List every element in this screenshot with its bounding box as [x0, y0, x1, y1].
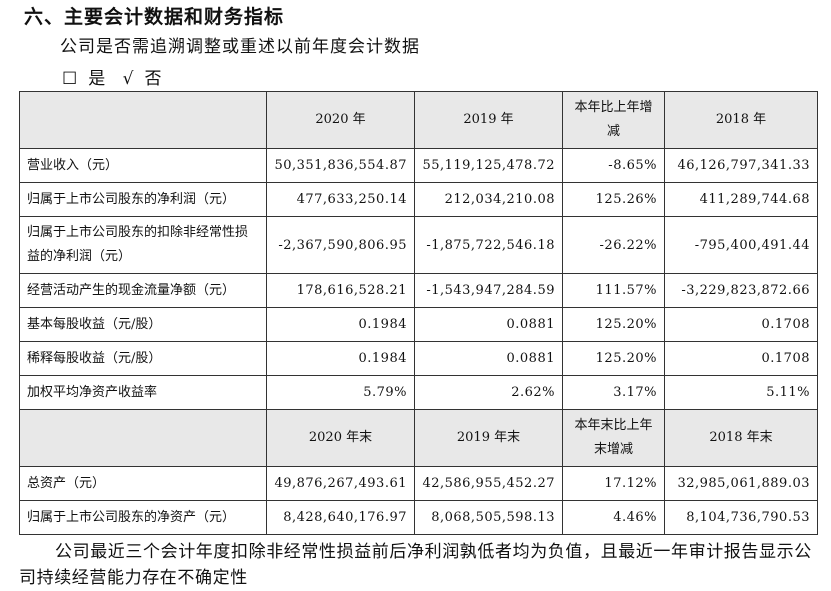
table-row: 归属于上市公司股东的净利润（元） 477,633,250.14 212,034,21… — [19, 182, 818, 217]
option-yes-label: 是 — [88, 69, 107, 89]
value-cell: 125.20% — [562, 341, 665, 376]
row-label: 基本每股收益（元/股） — [19, 307, 267, 342]
value-cell: -1,875,722,546.18 — [414, 216, 563, 274]
value-cell: -8.65% — [562, 148, 665, 183]
value-cell: 125.26% — [562, 182, 665, 217]
value-cell: 5.79% — [266, 375, 415, 410]
value-cell: 32,985,061,889.03 — [664, 466, 818, 501]
row-label: 归属于上市公司股东的扣除非经常性损益的净利润（元） — [19, 216, 267, 274]
section-heading: 六、主要会计数据和财务指标 — [24, 6, 285, 28]
checkbox-yes-icon: ☐ — [62, 69, 79, 89]
row-label: 稀释每股收益（元/股） — [19, 341, 267, 376]
value-cell: 0.0881 — [414, 307, 563, 342]
value-cell: 2.62% — [414, 375, 563, 410]
value-cell: 0.0881 — [414, 341, 563, 376]
restatement-question: 公司是否需追溯调整或重述以前年度会计数据 — [60, 37, 420, 57]
column-header: 2018 年 — [664, 91, 818, 149]
value-cell: 3.17% — [562, 375, 665, 410]
option-no-label: 否 — [144, 69, 163, 89]
value-cell: 411,289,744.68 — [664, 182, 818, 217]
value-cell: -3,229,823,872.66 — [664, 273, 818, 308]
column-header: 2019 年末 — [414, 409, 563, 467]
value-cell: 8,068,505,598.13 — [414, 500, 563, 535]
value-cell: 8,428,640,176.97 — [266, 500, 415, 535]
checkmark-no-icon: √ — [122, 69, 135, 89]
value-cell: 17.12% — [562, 466, 665, 501]
row-label: 营业收入（元） — [19, 148, 267, 183]
value-cell: 55,119,125,478.72 — [414, 148, 563, 183]
row-label: 加权平均净资产收益率 — [19, 375, 267, 410]
restatement-options: ☐ 是 √ 否 — [62, 64, 173, 89]
value-cell: 42,586,955,452.27 — [414, 466, 563, 501]
value-cell: 477,633,250.14 — [266, 182, 415, 217]
row-label: 经营活动产生的现金流量净额（元） — [19, 273, 267, 308]
column-header: 本年比上年增减 — [562, 91, 665, 149]
header-blank-cell — [19, 409, 267, 467]
table-header-row: 2020 年 2019 年本年比上年增减 2018 年 — [19, 91, 818, 149]
value-cell: 0.1984 — [266, 307, 415, 342]
value-cell: 46,126,797,341.33 — [664, 148, 818, 183]
row-label: 归属于上市公司股东的净利润（元） — [19, 182, 267, 217]
column-header: 2020 年末 — [266, 409, 415, 467]
table-row: 归属于上市公司股东的净资产（元） 8,428,640,176.97 8,068,50… — [19, 500, 818, 535]
row-label: 归属于上市公司股东的净资产（元） — [19, 500, 267, 535]
column-header: 本年末比上年末增减 — [562, 409, 665, 467]
value-cell: 5.11% — [664, 375, 818, 410]
table-row: 营业收入（元） 50,351,836,554.87 55,119,125,478.7… — [19, 148, 818, 183]
value-cell: 111.57% — [562, 273, 665, 308]
footer-note: 公司最近三个会计年度扣除非经常性损益前后净利润孰低者均为负值，且最近一年审计报告… — [19, 542, 812, 588]
value-cell: 0.1984 — [266, 341, 415, 376]
table-row: 总资产（元） 49,876,267,493.61 42,586,955,452.27… — [19, 466, 818, 501]
value-cell: 8,104,736,790.53 — [664, 500, 818, 535]
table-row: 基本每股收益（元/股） 0.1984 0.0881 125.20% 0.1708 — [19, 307, 818, 342]
financial-indicators-table: 2020 年 2019 年本年比上年增减 2018 年营业收入（元） 50,351,8… — [19, 91, 818, 535]
table-row: 经营活动产生的现金流量净额（元） 178,616,528.21 -1,543,947… — [19, 273, 818, 308]
value-cell: 4.46% — [562, 500, 665, 535]
table-row: 加权平均净资产收益率 5.79% 2.62% 3.17% 5.11% — [19, 375, 818, 410]
value-cell: 50,351,836,554.87 — [266, 148, 415, 183]
value-cell: -795,400,491.44 — [664, 216, 818, 274]
table-row: 稀释每股收益（元/股） 0.1984 0.0881 125.20% 0.1708 — [19, 341, 818, 376]
column-header: 2019 年 — [414, 91, 563, 149]
value-cell: 212,034,210.08 — [414, 182, 563, 217]
value-cell: 125.20% — [562, 307, 665, 342]
table-row: 归属于上市公司股东的扣除非经常性损益的净利润（元） -2,367,590,806.… — [19, 216, 818, 274]
column-header: 2018 年末 — [664, 409, 818, 467]
value-cell: 0.1708 — [664, 307, 818, 342]
table-header-row: 2020 年末 2019 年末 本年末比上年末增减 2018 年末 — [19, 409, 818, 467]
value-cell: -1,543,947,284.59 — [414, 273, 563, 308]
value-cell: 0.1708 — [664, 341, 818, 376]
value-cell: 49,876,267,493.61 — [266, 466, 415, 501]
column-header: 2020 年 — [266, 91, 415, 149]
value-cell: -26.22% — [562, 216, 665, 274]
value-cell: 178,616,528.21 — [266, 273, 415, 308]
row-label: 总资产（元） — [19, 466, 267, 501]
value-cell: -2,367,590,806.95 — [266, 216, 415, 274]
header-blank-cell — [19, 91, 267, 149]
